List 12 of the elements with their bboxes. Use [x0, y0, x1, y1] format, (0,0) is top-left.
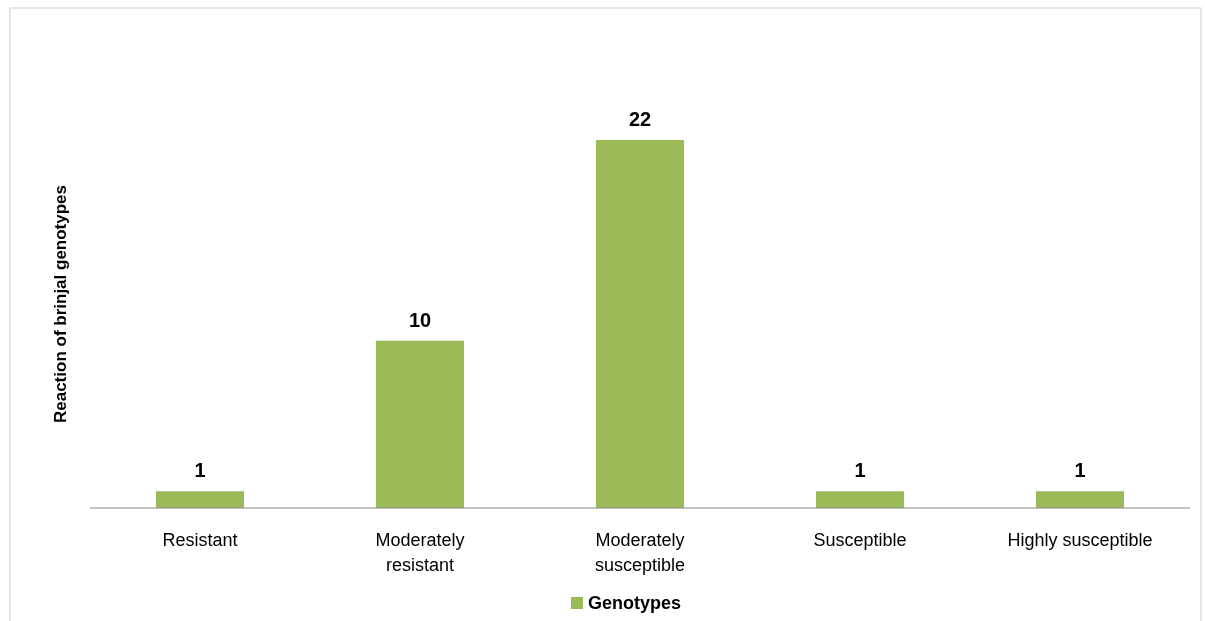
data-label: 1: [854, 459, 866, 482]
x-tick-label: Highly susceptible: [1007, 530, 1153, 550]
data-label: 22: [628, 108, 652, 130]
data-label: 1: [1074, 459, 1086, 482]
data-label: 10: [408, 308, 432, 331]
x-tick-label: Moderately susceptible: [594, 530, 686, 575]
x-tick-label: Moderately resistant: [375, 530, 465, 575]
x-tick-label: Resistant: [162, 530, 238, 550]
legend-label: Genotypes: [588, 593, 682, 613]
x-tick-label: Susceptible: [813, 530, 907, 550]
y-axis-title: Reaction of brinjal genotypes: [51, 184, 70, 424]
data-label: 1: [194, 459, 206, 482]
